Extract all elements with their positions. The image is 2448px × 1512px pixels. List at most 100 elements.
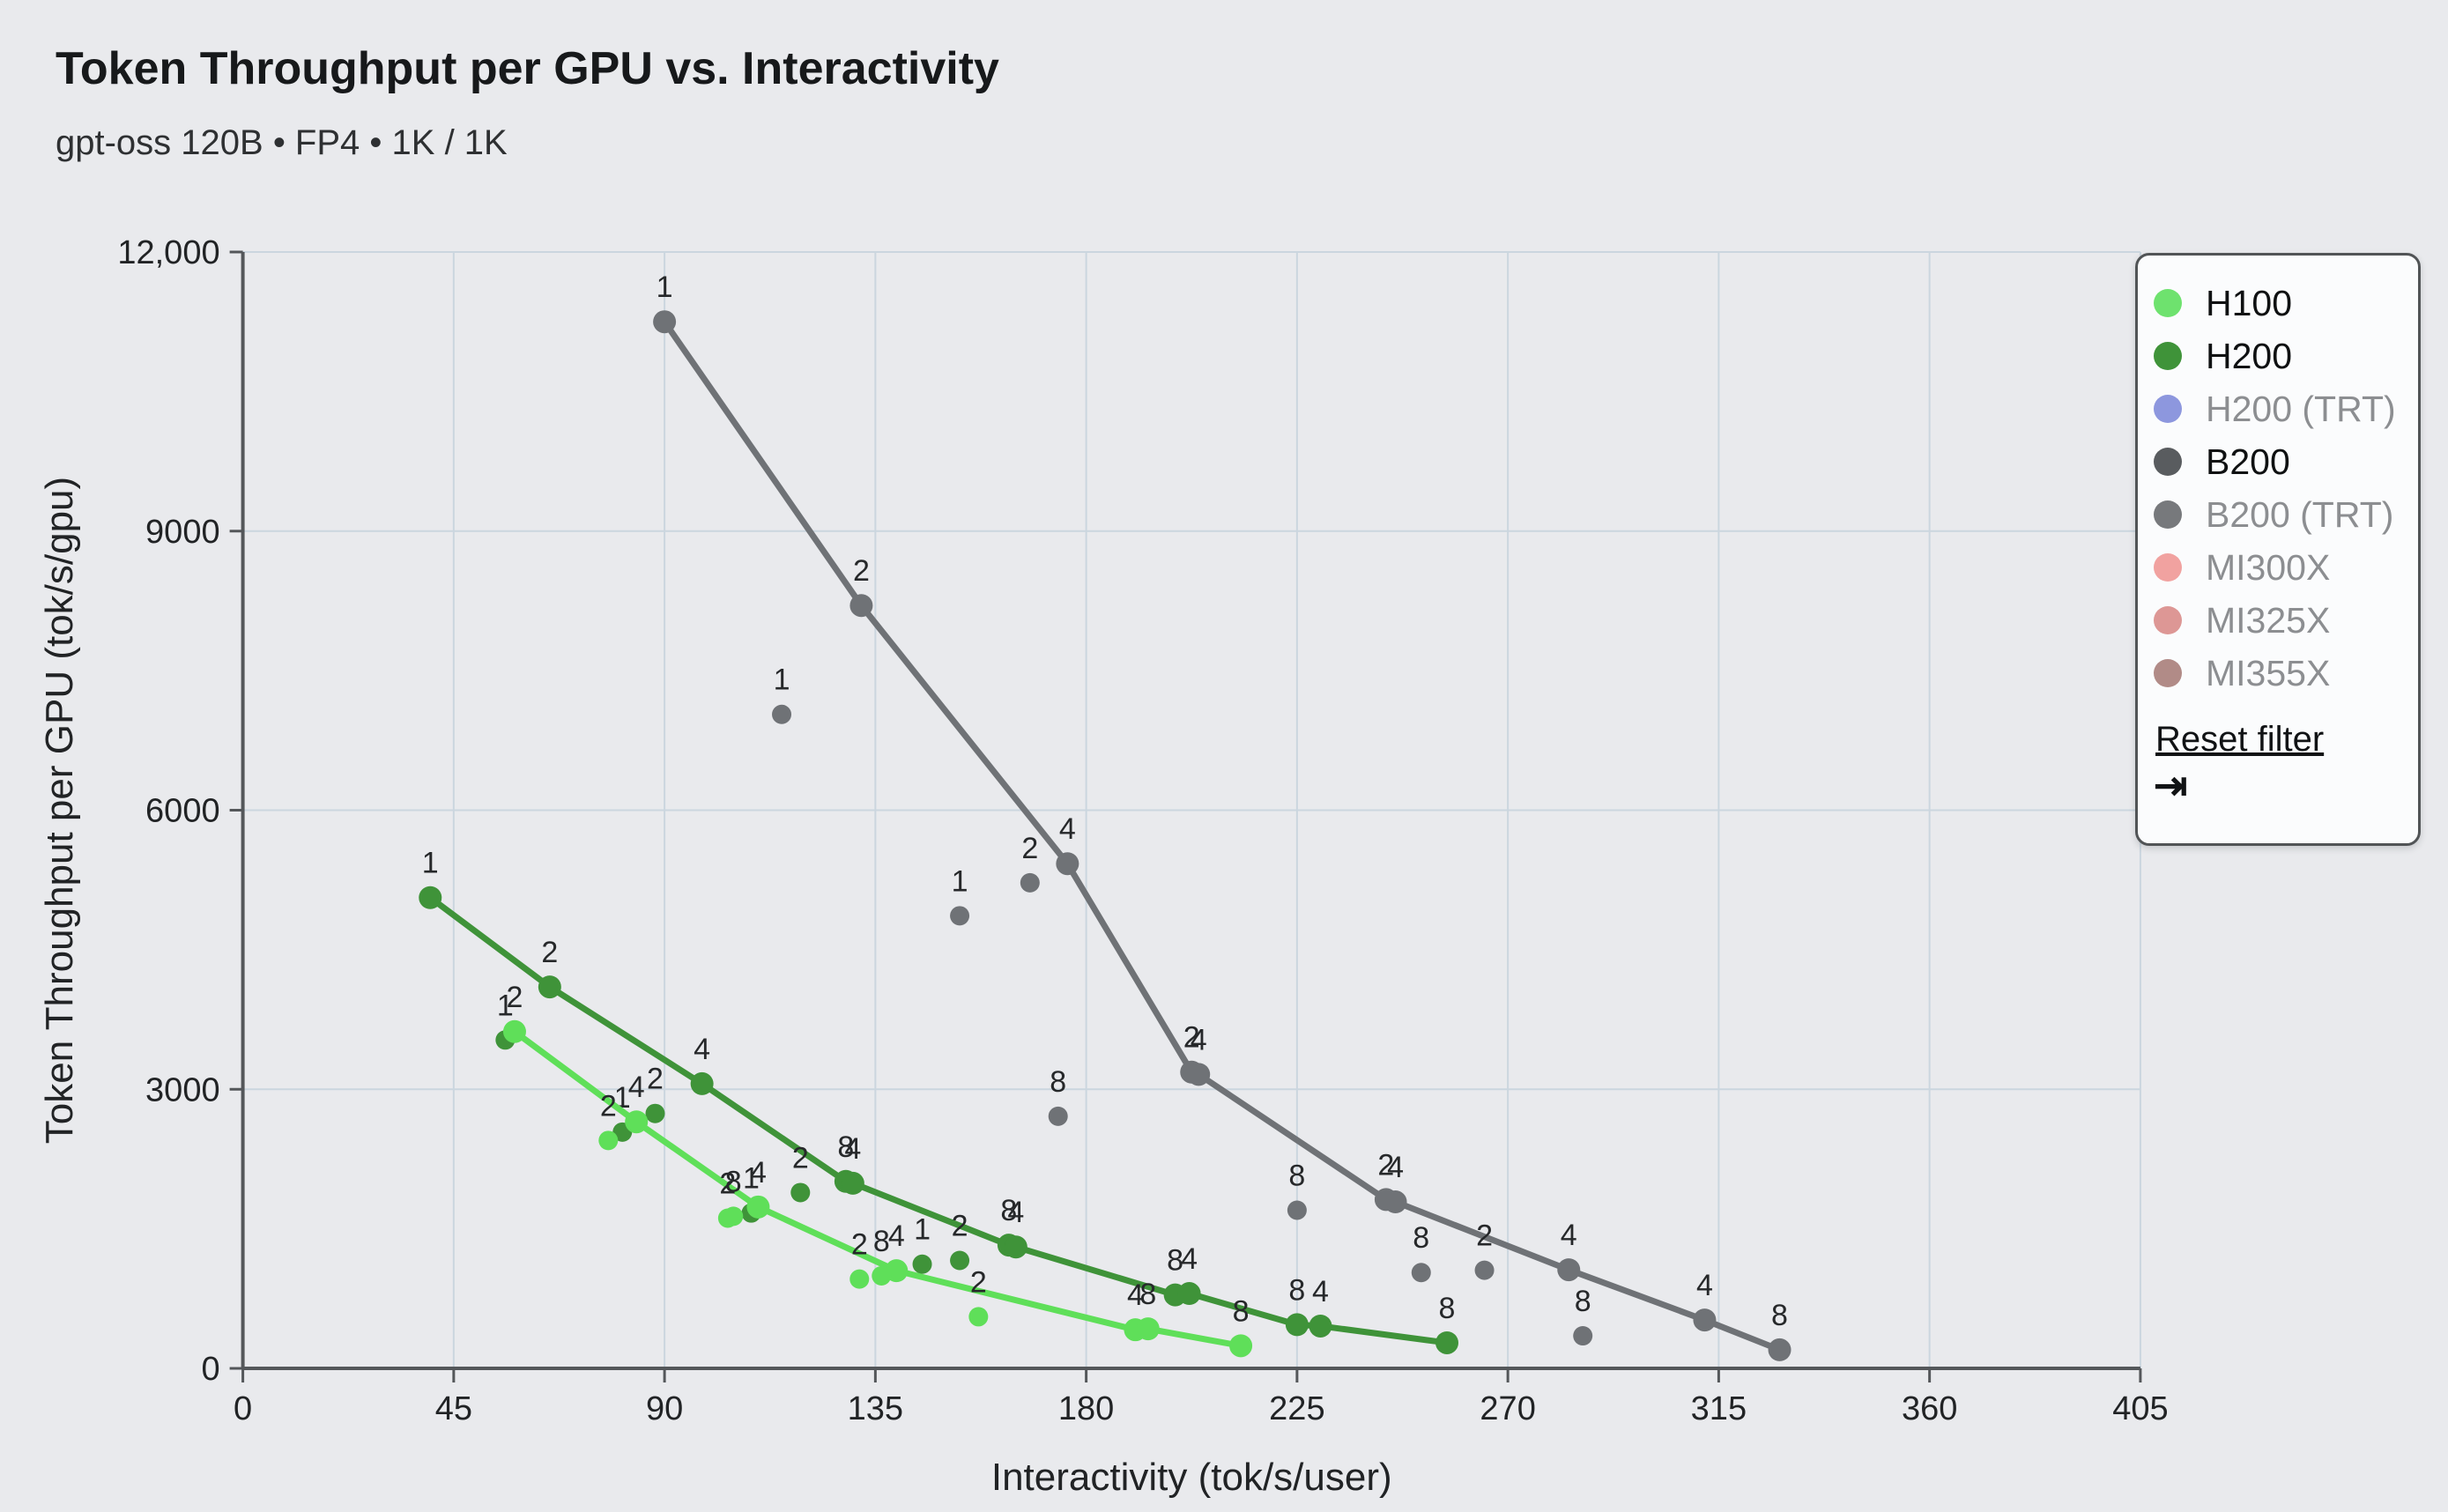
gpu-count-label: 2 — [1476, 1219, 1493, 1253]
legend-item-b200[interactable]: B200 — [2138, 435, 2418, 488]
gpu-count-label: 8 — [837, 1130, 854, 1164]
gpu-count-label: 4 — [1387, 1151, 1404, 1184]
x-tick-label: 90 — [646, 1390, 683, 1427]
gpu-count-label: 2 — [541, 936, 558, 969]
data-point-h200[interactable] — [645, 1103, 665, 1123]
data-point-h200[interactable] — [1309, 1314, 1332, 1338]
h200-color-dot-icon — [2154, 342, 2182, 370]
data-point-b200[interactable] — [849, 594, 873, 618]
legend-item-h100[interactable]: H100 — [2138, 277, 2418, 330]
gpu-count-label: 4 — [1561, 1219, 1577, 1252]
x-tick-label: 180 — [1058, 1390, 1114, 1427]
data-point-b200[interactable] — [1020, 872, 1040, 893]
gpu-count-label: 2 — [952, 1210, 968, 1243]
legend-item-label: MI355X — [2206, 652, 2331, 693]
gpu-count-label: 2 — [647, 1063, 664, 1096]
data-point-b200[interactable] — [1573, 1326, 1593, 1346]
gpu-count-label: 8 — [725, 1165, 742, 1198]
x-tick-label: 405 — [2112, 1390, 2168, 1427]
data-point-b200[interactable] — [1768, 1338, 1791, 1361]
legend-item-h200-trt[interactable]: H200 (TRT) — [2138, 382, 2418, 435]
data-point-h200[interactable] — [1285, 1313, 1309, 1337]
legend-rows: H100 H200 H200 (TRT) B200 B200 (TRT) MI3… — [2138, 277, 2418, 700]
gpu-count-label: 2 — [792, 1141, 809, 1175]
legend-item-h200[interactable]: H200 — [2138, 330, 2418, 382]
data-point-b200[interactable] — [1187, 1063, 1211, 1086]
h200-trt-color-dot-icon — [2154, 395, 2182, 423]
reset-filter-link[interactable]: Reset filter — [2155, 720, 2325, 759]
data-point-h100[interactable] — [746, 1195, 770, 1219]
data-point-b200[interactable] — [1056, 852, 1079, 876]
data-point-h200[interactable] — [841, 1171, 864, 1195]
gpu-count-label: 4 — [1127, 1279, 1144, 1312]
data-point-h200[interactable] — [1177, 1282, 1201, 1306]
legend-item-label: H200 (TRT) — [2206, 388, 2396, 429]
collapse-legend-icon[interactable]: ⇥ — [2154, 762, 2188, 808]
legend-item-mi355x[interactable]: MI355X — [2138, 647, 2418, 700]
data-point-h100[interactable] — [723, 1206, 744, 1227]
data-point-h100[interactable] — [502, 1019, 526, 1043]
legend-item-mi300x[interactable]: MI300X — [2138, 541, 2418, 594]
data-point-h100[interactable] — [872, 1265, 892, 1286]
gpu-count-label: 1 — [774, 663, 790, 697]
gpu-count-label: 2 — [851, 1228, 868, 1262]
gpu-count-label: 8 — [1288, 1273, 1305, 1307]
y-tick-label: 9000 — [145, 514, 220, 551]
gpu-count-label: 4 — [628, 1071, 645, 1104]
gpu-count-label: 2 — [1021, 832, 1038, 865]
legend-item-label: H100 — [2206, 282, 2293, 323]
gpu-count-label: 4 — [1191, 1023, 1207, 1056]
gpu-count-label: 4 — [888, 1219, 905, 1253]
gpu-count-label: 8 — [1575, 1285, 1591, 1318]
data-point-b200[interactable] — [1693, 1308, 1717, 1332]
data-point-h100[interactable] — [625, 1110, 649, 1134]
data-point-b200[interactable] — [653, 310, 677, 334]
gpu-count-label: 1 — [422, 847, 439, 880]
gpu-count-label: 8 — [873, 1225, 890, 1258]
data-point-h100[interactable] — [849, 1269, 870, 1289]
gpu-count-label: 2 — [853, 554, 870, 588]
data-point-b200[interactable] — [950, 906, 970, 926]
legend-item-mi325x[interactable]: MI325X — [2138, 594, 2418, 647]
x-tick-label: 225 — [1269, 1390, 1324, 1427]
gpu-count-label: 1 — [497, 989, 514, 1022]
data-point-b200[interactable] — [1474, 1260, 1495, 1280]
legend-item-b200-trt[interactable]: B200 (TRT) — [2138, 488, 2418, 541]
page-subtitle: gpt-oss 120B • FP4 • 1K / 1K — [56, 123, 508, 162]
data-point-h200[interactable] — [1435, 1330, 1459, 1354]
data-point-h200[interactable] — [690, 1071, 714, 1095]
data-point-h100[interactable] — [1229, 1334, 1253, 1358]
legend-item-label: B200 (TRT) — [2206, 493, 2394, 535]
data-point-b200[interactable] — [1557, 1258, 1581, 1282]
pareto-line-b200 — [661, 318, 1784, 1353]
gpu-count-label: 4 — [694, 1033, 710, 1066]
data-point-b200[interactable] — [1411, 1263, 1431, 1283]
gpu-count-label: 4 — [1181, 1242, 1198, 1276]
data-point-h200[interactable] — [912, 1254, 932, 1274]
data-point-b200[interactable] — [1383, 1190, 1407, 1214]
data-point-h100[interactable] — [968, 1307, 989, 1327]
b200-color-dot-icon — [2154, 448, 2182, 476]
data-point-h200[interactable] — [419, 886, 442, 909]
mi300x-color-dot-icon — [2154, 553, 2182, 582]
data-point-h100[interactable] — [1136, 1317, 1160, 1341]
gpu-count-label: 1 — [743, 1162, 760, 1196]
data-point-h200[interactable] — [1004, 1235, 1027, 1259]
data-point-b200[interactable] — [772, 704, 792, 724]
gpu-count-label: 2 — [600, 1089, 617, 1123]
gpu-count-label: 4 — [844, 1132, 861, 1166]
gpu-count-label: 8 — [1050, 1065, 1066, 1099]
x-tick-label: 45 — [435, 1390, 472, 1427]
gpu-count-label: 4 — [1696, 1269, 1713, 1302]
data-point-h200[interactable] — [538, 975, 561, 999]
x-tick-label: 315 — [1691, 1390, 1747, 1427]
data-point-h100[interactable] — [598, 1130, 619, 1151]
data-point-b200[interactable] — [1287, 1200, 1307, 1220]
data-point-h200[interactable] — [790, 1182, 811, 1203]
data-point-b200[interactable] — [1048, 1106, 1068, 1126]
gpu-count-label: 2 — [719, 1167, 736, 1200]
data-point-h200[interactable] — [950, 1250, 970, 1271]
x-tick-label: 270 — [1480, 1390, 1535, 1427]
gpu-count-label: 8 — [1167, 1244, 1183, 1278]
